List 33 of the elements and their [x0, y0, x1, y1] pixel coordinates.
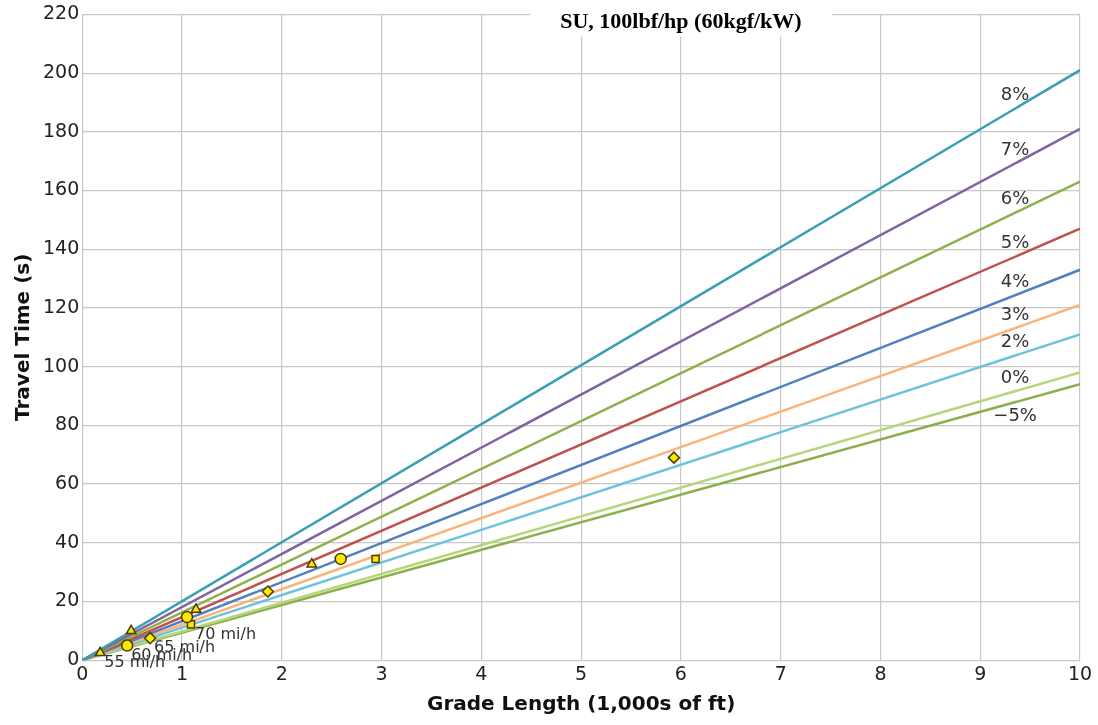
series-label: 8%	[1000, 83, 1030, 105]
x-tick-label: 7	[774, 661, 787, 684]
y-tick-label: 220	[43, 1, 80, 24]
x-tick-label: 8	[874, 661, 887, 684]
chart-title: SU, 100lbf/hp (60kgf/kW)	[560, 8, 802, 34]
y-tick-label: 120	[43, 294, 80, 317]
y-tick-label: 180	[43, 118, 80, 141]
x-tick-label: 4	[475, 661, 488, 684]
x-tick-label: 9	[974, 661, 987, 684]
series-label: 6%	[1000, 187, 1030, 209]
y-tick-label: 200	[43, 60, 80, 83]
y-tick-label: 40	[55, 529, 80, 552]
x-tick-label: 6	[674, 661, 687, 684]
series-label: 3%	[1000, 302, 1030, 324]
y-tick-label: 140	[43, 236, 80, 259]
x-axis-title: Grade Length (1,000s of ft)	[426, 691, 736, 716]
series-label: 0%	[1000, 365, 1030, 387]
x-tick-label: 3	[375, 661, 388, 684]
y-tick-label: 80	[55, 412, 80, 435]
x-tick-label: 2	[275, 661, 288, 684]
x-tick-label: 5	[575, 661, 588, 684]
series-label: −5%	[993, 403, 1037, 425]
series-label: 7%	[1000, 138, 1030, 160]
y-tick-label: 160	[43, 177, 80, 200]
y-axis-title: Travel Time (s)	[10, 253, 35, 421]
y-tick-label: 60	[55, 471, 80, 494]
x-tick-label: 10	[1067, 661, 1093, 684]
series-label: 2%	[1000, 330, 1030, 352]
series-label: 4%	[1000, 269, 1030, 291]
y-tick-label: 100	[43, 353, 80, 376]
y-tick-label: 20	[55, 588, 80, 611]
series-label: 5%	[1000, 231, 1030, 253]
x-tick-label: 1	[175, 661, 189, 684]
